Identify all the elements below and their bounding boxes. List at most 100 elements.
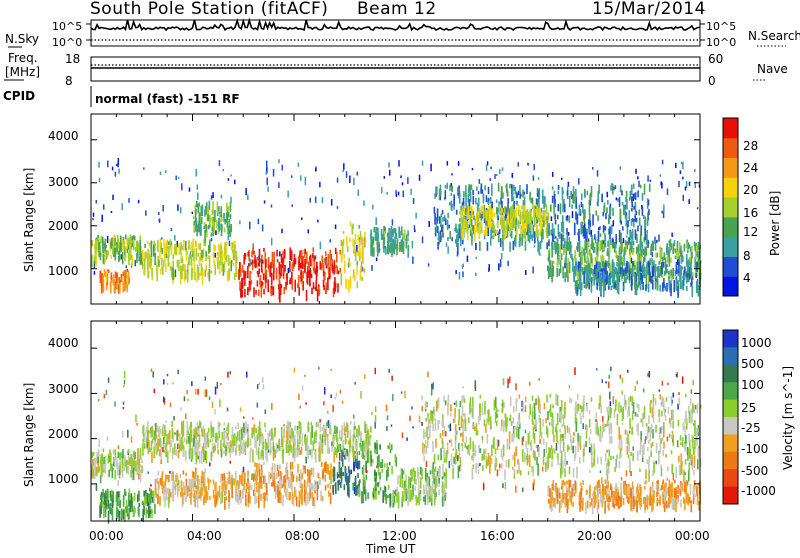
echo-cell bbox=[129, 236, 131, 239]
echo-cell bbox=[242, 265, 244, 273]
echo-cell bbox=[344, 428, 346, 435]
echo-cell bbox=[260, 477, 262, 482]
echo-cell bbox=[590, 429, 592, 434]
echo-cell bbox=[506, 460, 508, 467]
echo-cell bbox=[573, 437, 575, 443]
echo-cell bbox=[503, 379, 505, 383]
echo-cell bbox=[634, 216, 636, 222]
echo-cell bbox=[299, 406, 301, 409]
echo-cell bbox=[617, 275, 619, 287]
echo-cell bbox=[190, 479, 192, 485]
echo-cell bbox=[471, 215, 473, 218]
echo-cell bbox=[483, 205, 485, 213]
echo-cell bbox=[366, 434, 368, 443]
echo-cell bbox=[343, 440, 345, 446]
echo-cell bbox=[163, 424, 165, 431]
echo-cell bbox=[643, 388, 645, 392]
echo-cell bbox=[638, 209, 640, 215]
echo-cell bbox=[642, 414, 644, 427]
echo-cell bbox=[677, 440, 679, 447]
echo-cell bbox=[95, 253, 97, 266]
echo-cell bbox=[671, 435, 673, 439]
echo-cell bbox=[557, 259, 559, 267]
echo-cell bbox=[268, 449, 270, 452]
echo-cell bbox=[474, 230, 476, 242]
echo-cell bbox=[358, 190, 360, 196]
echo-cell bbox=[270, 438, 272, 450]
echo-cell bbox=[552, 196, 554, 203]
echo-cell bbox=[203, 226, 205, 229]
echo-cell bbox=[564, 427, 566, 434]
echo-cell bbox=[484, 230, 486, 235]
echo-cell bbox=[288, 492, 290, 500]
echo-cell bbox=[428, 263, 430, 266]
echo-cell bbox=[376, 257, 378, 261]
echo-cell bbox=[683, 275, 685, 280]
echo-cell bbox=[199, 434, 201, 442]
echo-cell bbox=[317, 472, 319, 476]
echo-cell bbox=[584, 240, 586, 250]
echo-cell bbox=[659, 390, 661, 392]
echo-cell bbox=[201, 217, 203, 224]
echo-cell bbox=[581, 202, 583, 208]
echo-cell bbox=[589, 278, 591, 282]
echo-cell bbox=[643, 215, 645, 219]
echo-cell bbox=[666, 283, 668, 292]
echo-cell bbox=[298, 163, 300, 167]
echo-cell bbox=[354, 426, 356, 430]
echo-cell bbox=[487, 227, 489, 236]
echo-cell bbox=[428, 221, 430, 227]
echo-cell bbox=[406, 438, 408, 441]
echo-cell bbox=[103, 448, 105, 452]
echo-cell bbox=[221, 224, 223, 236]
echo-cell bbox=[600, 255, 602, 259]
echo-cell bbox=[659, 394, 661, 399]
echo-cell bbox=[370, 229, 372, 242]
echo-cell bbox=[566, 216, 568, 220]
echo-cell bbox=[607, 458, 609, 466]
echo-cell bbox=[212, 227, 214, 231]
echo-cell bbox=[323, 401, 325, 405]
echo-cell bbox=[426, 427, 428, 438]
echo-cell bbox=[542, 467, 544, 472]
echo-cell bbox=[492, 214, 494, 220]
echo-cell bbox=[311, 468, 313, 476]
echo-cell bbox=[489, 456, 491, 467]
echo-cell bbox=[425, 468, 427, 481]
echo-cell bbox=[128, 270, 130, 280]
echo-cell bbox=[174, 235, 176, 241]
echo-cell bbox=[282, 251, 284, 255]
echo-cell bbox=[658, 261, 660, 264]
echo-cell bbox=[632, 446, 634, 450]
echo-cell bbox=[262, 282, 264, 286]
echo-cell bbox=[648, 209, 650, 215]
echo-cell bbox=[391, 425, 393, 427]
echo-cell bbox=[490, 198, 492, 203]
echo-cell bbox=[673, 410, 675, 413]
echo-cell bbox=[188, 479, 190, 487]
echo-cell bbox=[359, 461, 361, 469]
echo-cell bbox=[616, 262, 618, 267]
echo-cell bbox=[309, 260, 311, 270]
echo-cell bbox=[682, 177, 684, 180]
echo-cell bbox=[693, 380, 695, 386]
echo-cell bbox=[635, 192, 637, 200]
echo-cell bbox=[475, 257, 477, 259]
echo-cell bbox=[346, 477, 348, 481]
echo-cell bbox=[375, 227, 377, 239]
echo-cell bbox=[320, 434, 322, 439]
echo-cell bbox=[646, 234, 648, 245]
echo-cell bbox=[437, 471, 439, 476]
echo-cell bbox=[220, 440, 222, 451]
echo-cell bbox=[326, 282, 328, 293]
echo-cell bbox=[327, 484, 329, 488]
echo-cell bbox=[598, 231, 600, 241]
echo-cell bbox=[115, 449, 117, 457]
echo-cell bbox=[172, 254, 174, 259]
echo-cell bbox=[116, 506, 118, 519]
echo-cell bbox=[593, 274, 595, 285]
echo-cell bbox=[112, 195, 114, 200]
echo-cell bbox=[491, 445, 493, 457]
echo-cell bbox=[611, 225, 613, 234]
echo-cell bbox=[379, 472, 381, 479]
